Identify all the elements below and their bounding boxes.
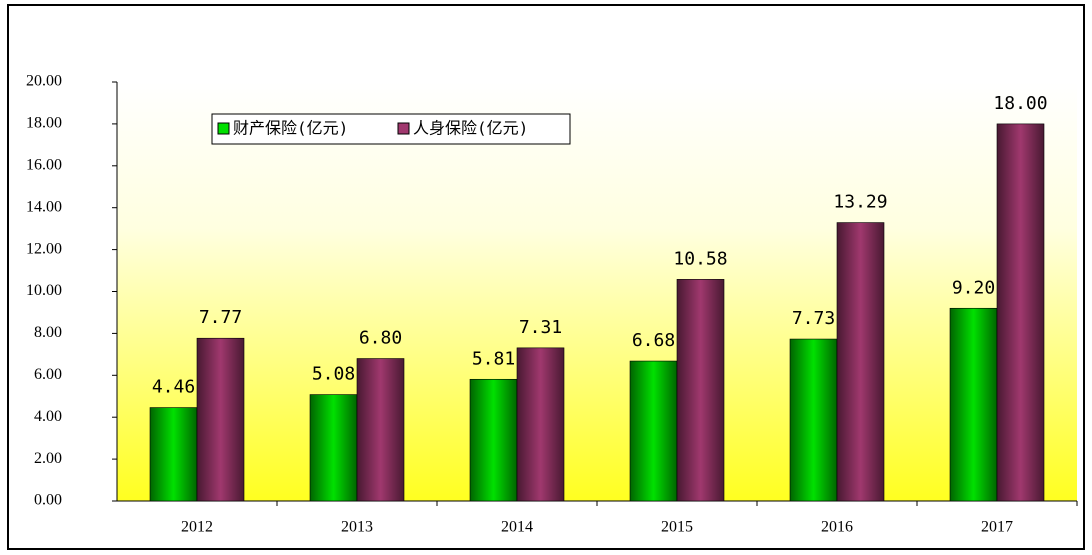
plot-area xyxy=(117,82,1077,501)
y-tick-label: 2.00 xyxy=(34,450,62,467)
data-label: 9.20 xyxy=(952,277,995,298)
bar-shade xyxy=(950,308,997,501)
data-label: 7.31 xyxy=(519,317,562,338)
y-tick-label: 16.00 xyxy=(26,156,62,173)
data-label: 6.80 xyxy=(359,328,402,349)
y-tick-label: 14.00 xyxy=(26,198,62,215)
data-label: 10.58 xyxy=(673,248,727,269)
bar-shade xyxy=(517,347,564,501)
bar-shade xyxy=(357,358,404,501)
x-tick-label: 2015 xyxy=(661,519,693,536)
y-tick-label: 18.00 xyxy=(26,115,62,132)
data-label: 4.46 xyxy=(152,377,195,398)
data-label: 5.08 xyxy=(312,364,355,385)
legend-box xyxy=(211,113,571,145)
data-label: 6.68 xyxy=(632,330,675,351)
legend: 财产保险(亿元) 人身保险(亿元) xyxy=(211,113,571,145)
bar-shade xyxy=(790,339,837,501)
bar-shade xyxy=(837,222,884,501)
bar-shade xyxy=(470,379,517,501)
bar-shade xyxy=(310,394,357,501)
bar-shade xyxy=(630,361,677,501)
bar-shade xyxy=(197,338,244,501)
bar-shade xyxy=(997,123,1044,502)
legend-label: 人身保险(亿元) xyxy=(413,119,528,138)
y-tick-label: 6.00 xyxy=(34,366,62,383)
data-label: 13.29 xyxy=(833,192,887,213)
y-tick-label: 12.00 xyxy=(26,240,62,257)
x-tick-label: 2013 xyxy=(341,519,373,536)
x-tick-label: 2012 xyxy=(181,519,213,536)
y-tick-label: 0.00 xyxy=(34,492,62,509)
bar-shade xyxy=(677,279,724,501)
data-label: 5.81 xyxy=(472,348,515,369)
legend-swatch xyxy=(397,122,410,135)
legend-swatch xyxy=(217,122,230,135)
y-tick-label: 10.00 xyxy=(26,282,62,299)
data-label: 18.00 xyxy=(993,93,1047,114)
data-label: 7.77 xyxy=(199,307,242,328)
y-tick-label: 8.00 xyxy=(34,324,62,341)
bar-shade xyxy=(150,407,197,501)
legend-label: 财产保险(亿元) xyxy=(233,119,348,138)
y-tick-label: 4.00 xyxy=(34,408,62,425)
x-tick-label: 2017 xyxy=(981,519,1013,536)
x-tick-label: 2014 xyxy=(501,519,533,536)
data-label: 7.73 xyxy=(792,308,835,329)
y-tick-label: 20.00 xyxy=(26,73,62,90)
x-tick-label: 2016 xyxy=(821,519,853,536)
